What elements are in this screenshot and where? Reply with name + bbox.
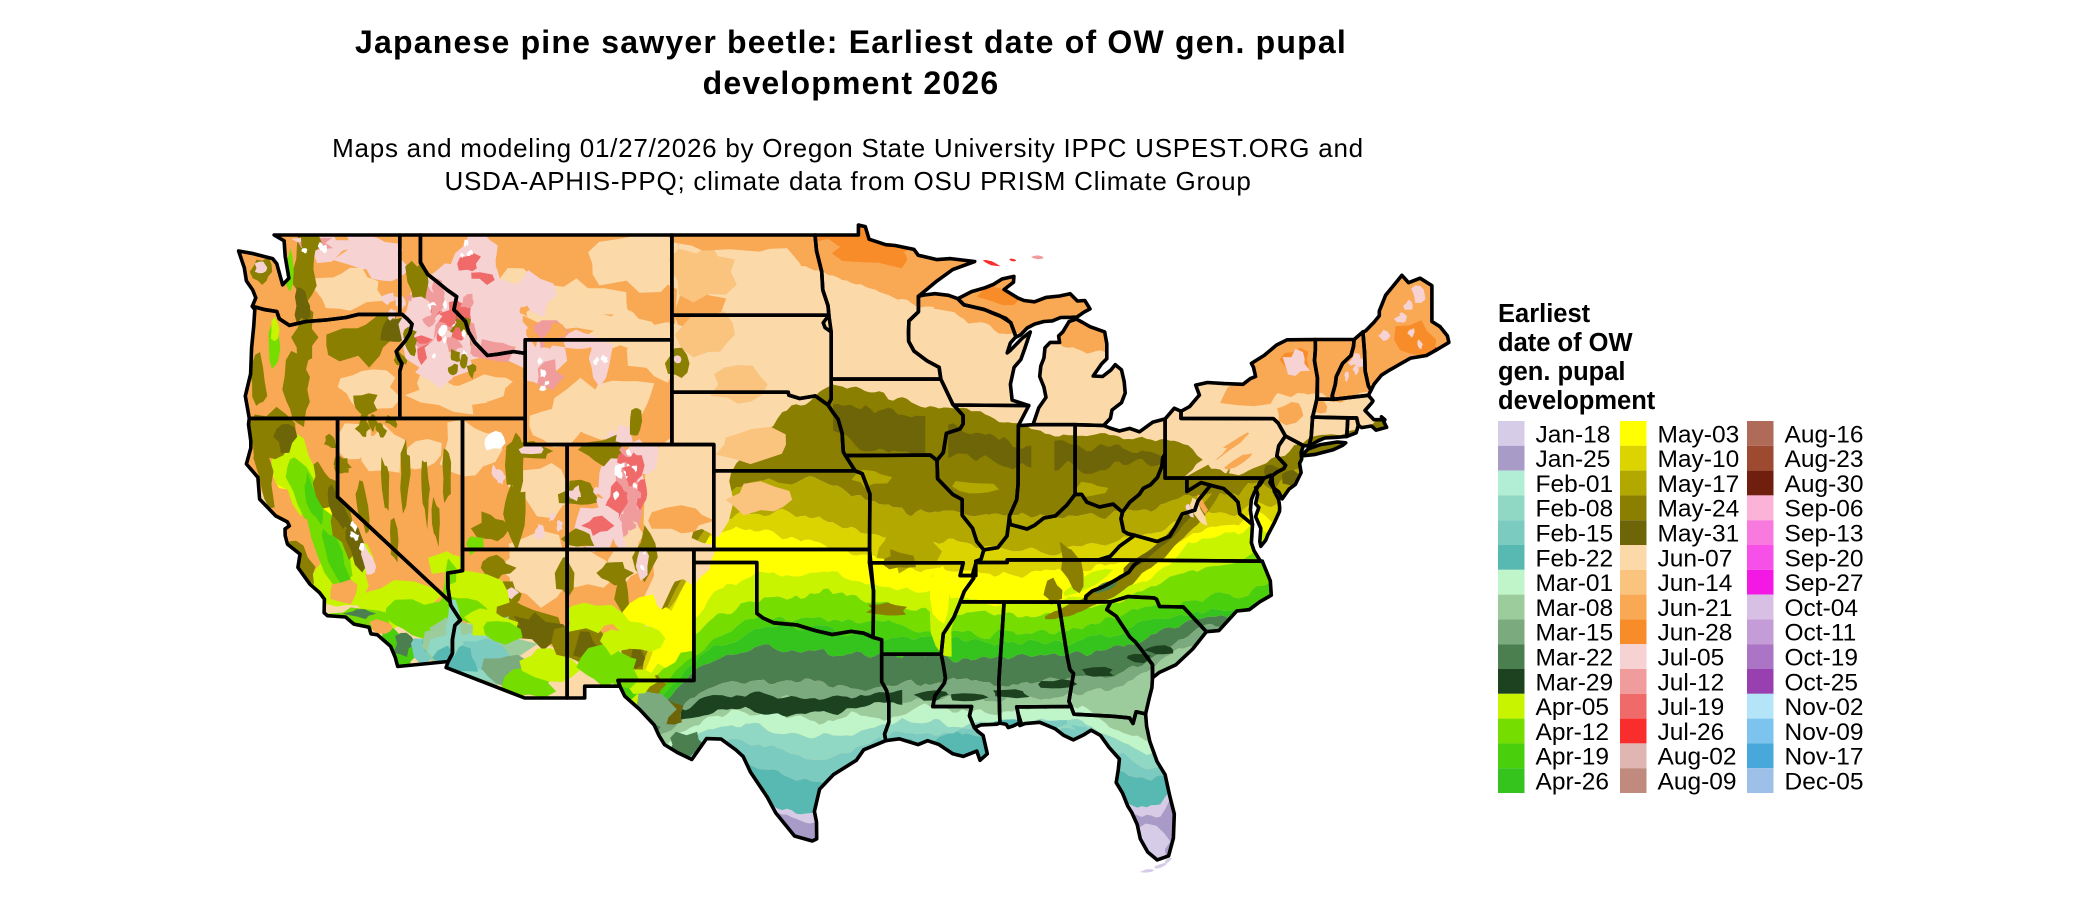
svg-text:Jun-21: Jun-21 <box>1658 595 1733 622</box>
svg-text:Apr-12: Apr-12 <box>1536 719 1610 746</box>
svg-text:May-17: May-17 <box>1658 471 1740 498</box>
svg-text:Feb-15: Feb-15 <box>1536 521 1614 548</box>
svg-text:Aug-02: Aug-02 <box>1658 744 1737 771</box>
svg-text:Aug-16: Aug-16 <box>1785 421 1864 448</box>
svg-text:Sep-06: Sep-06 <box>1785 496 1864 523</box>
svg-text:Nov-02: Nov-02 <box>1785 694 1864 721</box>
svg-text:Apr-05: Apr-05 <box>1536 694 1610 721</box>
svg-text:gen. pupal: gen. pupal <box>1498 358 1626 386</box>
svg-text:date of OW: date of OW <box>1498 329 1634 357</box>
svg-text:Jun-07: Jun-07 <box>1658 545 1733 572</box>
svg-text:Japanese pine sawyer beetle: E: Japanese pine sawyer beetle: Earliest da… <box>355 24 1347 60</box>
svg-text:Sep-20: Sep-20 <box>1785 545 1864 572</box>
svg-text:Oct-19: Oct-19 <box>1785 645 1859 672</box>
svg-text:development: development <box>1498 387 1656 415</box>
svg-text:Jun-28: Jun-28 <box>1658 620 1733 647</box>
svg-text:Oct-25: Oct-25 <box>1785 669 1859 696</box>
svg-text:Aug-09: Aug-09 <box>1658 769 1737 796</box>
svg-text:development 2026: development 2026 <box>703 65 1000 101</box>
svg-text:Mar-22: Mar-22 <box>1536 645 1614 672</box>
svg-text:Jun-14: Jun-14 <box>1658 570 1733 597</box>
svg-text:Earliest: Earliest <box>1498 300 1591 328</box>
svg-text:Maps and modeling 01/27/2026 b: Maps and modeling 01/27/2026 by Oregon S… <box>332 133 1364 163</box>
svg-text:Mar-08: Mar-08 <box>1536 595 1614 622</box>
svg-text:Sep-27: Sep-27 <box>1785 570 1864 597</box>
svg-text:USDA-APHIS-PPQ; climate data f: USDA-APHIS-PPQ; climate data from OSU PR… <box>444 166 1251 196</box>
svg-text:Mar-15: Mar-15 <box>1536 620 1614 647</box>
svg-text:May-10: May-10 <box>1658 446 1740 473</box>
svg-text:Jan-25: Jan-25 <box>1536 446 1611 473</box>
svg-text:Sep-13: Sep-13 <box>1785 521 1864 548</box>
svg-text:May-03: May-03 <box>1658 421 1740 448</box>
svg-text:Aug-23: Aug-23 <box>1785 446 1864 473</box>
svg-text:Jul-26: Jul-26 <box>1658 719 1725 746</box>
svg-text:Aug-30: Aug-30 <box>1785 471 1864 498</box>
svg-text:Jul-05: Jul-05 <box>1658 645 1725 672</box>
svg-text:Jul-19: Jul-19 <box>1658 694 1725 721</box>
svg-text:Feb-08: Feb-08 <box>1536 496 1614 523</box>
svg-text:May-24: May-24 <box>1658 496 1740 523</box>
svg-text:Dec-05: Dec-05 <box>1785 769 1864 796</box>
svg-text:Jul-12: Jul-12 <box>1658 669 1725 696</box>
svg-text:Mar-29: Mar-29 <box>1536 669 1614 696</box>
svg-text:Apr-26: Apr-26 <box>1536 769 1610 796</box>
svg-text:Jan-18: Jan-18 <box>1536 421 1611 448</box>
svg-text:Mar-01: Mar-01 <box>1536 570 1614 597</box>
svg-text:Feb-22: Feb-22 <box>1536 545 1614 572</box>
svg-text:Feb-01: Feb-01 <box>1536 471 1614 498</box>
svg-text:Oct-04: Oct-04 <box>1785 595 1859 622</box>
svg-text:Nov-09: Nov-09 <box>1785 719 1864 746</box>
svg-text:Oct-11: Oct-11 <box>1785 620 1857 647</box>
svg-text:May-31: May-31 <box>1658 521 1740 548</box>
svg-text:Nov-17: Nov-17 <box>1785 744 1864 771</box>
svg-text:Apr-19: Apr-19 <box>1536 744 1610 771</box>
